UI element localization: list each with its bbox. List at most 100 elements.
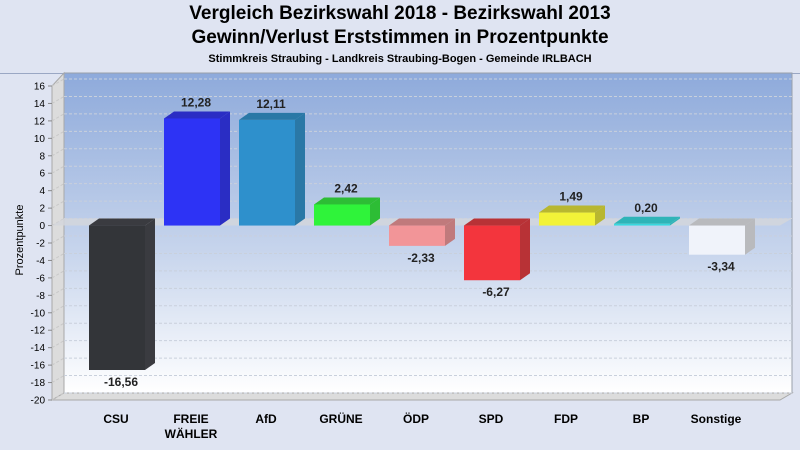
y-tick-label: 0 <box>39 221 45 232</box>
gridline-side <box>51 253 65 261</box>
x-tick-label: AfD <box>255 412 277 426</box>
x-tick-label: FREIE <box>173 412 208 426</box>
chart-title: Vergleich Bezirkswahl 2018 - Bezirkswahl… <box>189 3 611 24</box>
x-tick-label: WÄHLER <box>165 426 218 441</box>
bar-top-face <box>689 218 755 226</box>
bar-front-face <box>614 223 670 226</box>
data-label: -6,27 <box>482 285 510 299</box>
gridline-side <box>51 235 65 244</box>
bar-top-face <box>239 112 305 120</box>
y-tick-label: -16 <box>31 361 46 372</box>
bar-8 <box>689 218 755 255</box>
data-label: -2,33 <box>407 251 435 265</box>
data-label: -16,56 <box>104 375 138 389</box>
bar-front-face <box>539 212 595 226</box>
data-label: 12,28 <box>181 95 211 109</box>
y-tick-label: -6 <box>36 273 45 284</box>
y-tick-label: -14 <box>31 343 46 354</box>
y-tick-label: 14 <box>34 99 46 110</box>
gridline-side <box>51 375 65 383</box>
gridline-side <box>51 270 65 279</box>
bar-0 <box>89 218 155 370</box>
bar-1 <box>164 111 230 226</box>
y-tick-label: 4 <box>39 186 45 197</box>
x-tick-label: SPD <box>479 412 504 426</box>
gridline-side <box>51 200 65 209</box>
bar-side-face <box>295 112 305 226</box>
x-tick-label: ÖDP <box>403 411 429 426</box>
gridline-side <box>51 148 65 157</box>
bar-6 <box>539 205 605 226</box>
y-tick-label: 2 <box>39 204 45 215</box>
bar-top-face <box>314 197 380 205</box>
y-tick-label: -4 <box>36 256 45 267</box>
bar-2 <box>239 112 305 226</box>
bar-top-face <box>89 218 155 226</box>
bar-front-face <box>389 225 445 246</box>
y-axis-label: Prozentpunkte <box>14 205 26 276</box>
y-tick-label: -2 <box>36 239 45 250</box>
gridline-side <box>51 96 65 104</box>
y-tick-label: -20 <box>31 396 46 407</box>
bar-side-face <box>520 218 530 281</box>
data-label: 0,20 <box>634 201 658 215</box>
data-label: -3,34 <box>707 260 735 274</box>
gridline-side <box>51 392 65 401</box>
bar-top-face <box>389 218 455 226</box>
bar-side-face <box>145 218 155 370</box>
bar-front-face <box>689 225 745 255</box>
bars <box>89 111 755 370</box>
bar-side-face <box>670 216 680 226</box>
bar-side-face <box>220 111 230 226</box>
y-tick-label: 10 <box>34 134 46 145</box>
bar-top-face <box>164 111 230 119</box>
y-tick-label: -8 <box>36 291 45 302</box>
data-label: 2,42 <box>334 181 358 195</box>
bar-front-face <box>464 225 520 281</box>
x-tick-label: CSU <box>103 412 128 426</box>
gridline-side <box>51 305 65 314</box>
bar-top-face <box>614 216 680 224</box>
bar-3 <box>314 197 380 226</box>
gridline-side <box>51 78 65 87</box>
gridline-side <box>51 165 65 174</box>
bar-side-face <box>745 218 755 255</box>
bar-top-face <box>464 218 530 226</box>
bar-front-face <box>89 225 145 370</box>
bar-front-face <box>239 119 295 226</box>
y-tick-label: -18 <box>31 378 46 389</box>
gridline-side <box>51 287 65 296</box>
y-tick-label: 6 <box>39 169 45 180</box>
bar-side-face <box>445 218 455 246</box>
data-label: 12,11 <box>256 97 286 111</box>
y-tick-label: 12 <box>34 116 46 127</box>
y-tick-label: 16 <box>34 82 46 93</box>
y-axis: 16 14 12 10 8 6 4 2 0 -2 -4 -6 -8 -10 -12 -14 -16 -18 -20 <box>31 82 52 407</box>
x-tick-label: FDP <box>554 412 578 426</box>
bar-top-face <box>539 205 605 213</box>
bar-side-face <box>595 205 605 226</box>
plot-floor <box>50 392 794 401</box>
gridline-side <box>51 340 65 349</box>
bar-7 <box>614 216 680 226</box>
bar-5 <box>464 218 530 281</box>
y-tick-label: -10 <box>31 308 46 319</box>
gridline-side <box>51 113 65 122</box>
gridline-side <box>51 183 65 192</box>
gridline-side <box>51 322 65 331</box>
y-tick-label: 8 <box>39 151 45 162</box>
x-tick-label: Sonstige <box>691 412 742 426</box>
bar-4 <box>389 218 455 246</box>
x-tick-label: BP <box>633 412 650 426</box>
bar-front-face <box>314 204 370 226</box>
data-label: 1,49 <box>559 190 583 204</box>
bar-front-face <box>164 118 220 226</box>
gridline-side <box>51 357 65 366</box>
bar-side-face <box>370 197 380 226</box>
y-tick-label: -12 <box>31 326 46 337</box>
chart-subtitle: Gewinn/Verlust Erststimmen in Prozentpun… <box>191 27 609 48</box>
x-tick-label: GRÜNE <box>319 411 362 426</box>
data-labels: -16,56 12,28 12,11 2,42 -2,33 -6,27 1,49 0,20 -3… <box>104 95 735 389</box>
